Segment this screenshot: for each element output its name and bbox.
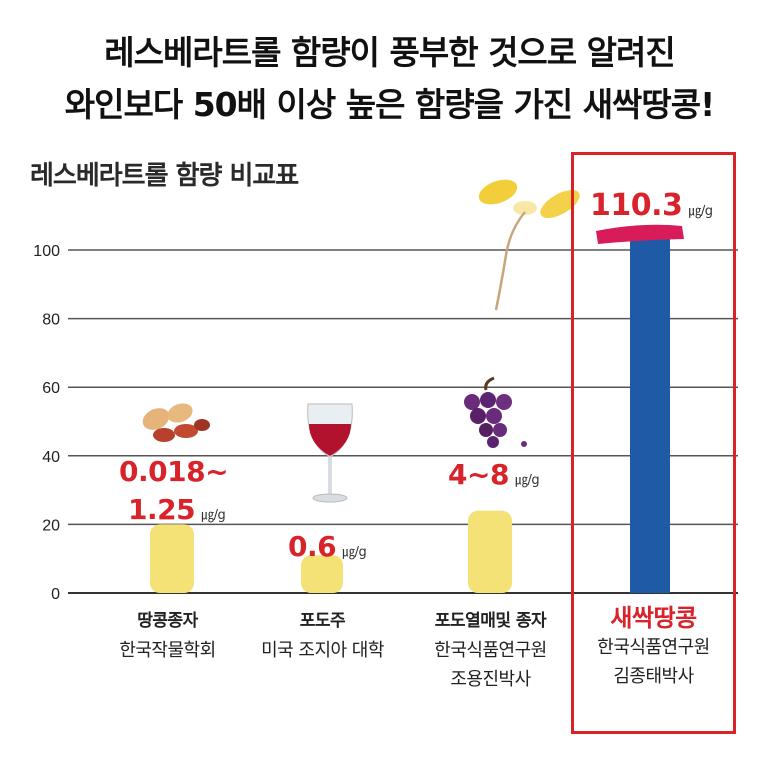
bars [150, 236, 670, 593]
category-source-author: 조용진박사 [450, 669, 531, 690]
y-tick-label: 20 [42, 517, 60, 534]
value-label-grape: 4~8 ㎍/g [448, 458, 540, 491]
category-source: 미국 조지아 대학 [261, 640, 384, 661]
highlight-cap-mark [596, 224, 684, 244]
headline-line-2: 와인보다 50배 이상 높은 함량을 가진 새싹땅콩! [64, 85, 715, 124]
headline-line-1: 레스베라트롤 함량이 풍부한 것으로 알려진 [104, 33, 675, 72]
unit-label: ㎍/g [514, 473, 540, 488]
unit-label: ㎍/g [201, 508, 226, 523]
bar-3 [630, 236, 670, 593]
category-sprout-peanut: 새싹땅콩 한국식품연구원 김종태박사 [566, 604, 741, 691]
y-tick-label: 40 [42, 449, 60, 466]
y-tick-label: 60 [42, 380, 60, 397]
chart-title: 레스베라트롤 함량 비교표 [30, 161, 299, 191]
peanut-sprout-icon [478, 179, 580, 311]
value-label-wine: 0.6 ㎍/g [288, 530, 367, 563]
category-name: 포도열매및 종자 [434, 611, 547, 631]
unit-label: ㎍/g [342, 545, 367, 560]
y-axis-ticks: 0 20 40 60 80 100 [33, 243, 60, 603]
category-peanut-seed: 땅콩종자 한국작물학회 [80, 607, 255, 665]
category-source-author: 김종태박사 [613, 666, 694, 687]
value-label-peanut-seed-line1: 0.018~ [119, 455, 229, 488]
highlight-box [571, 152, 736, 734]
category-wine: 포도주 미국 조지아 대학 [235, 607, 410, 665]
peanut-icon [142, 403, 210, 442]
y-tick-label: 80 [42, 312, 60, 329]
bar-2 [468, 510, 512, 593]
grapes-icon [464, 376, 527, 448]
wine-glass-icon [307, 403, 353, 503]
bar-1 [301, 555, 343, 593]
category-name: 포도주 [299, 611, 346, 631]
category-grape: 포도열매및 종자 한국식품연구원 조용진박사 [403, 607, 578, 694]
unit-label: ㎍/g [688, 204, 713, 219]
y-tick-label: 0 [51, 586, 60, 603]
category-source: 한국작물학회 [119, 640, 216, 661]
category-source: 한국식품연구원 [597, 637, 710, 658]
value-label-peanut-seed: 1.25 ㎍/g [128, 493, 226, 526]
y-tick-label: 100 [33, 243, 60, 260]
category-name: 새싹땅콩 [610, 604, 697, 632]
category-source: 한국식품연구원 [434, 640, 547, 661]
category-name: 땅콩종자 [137, 611, 198, 631]
bar-0 [150, 524, 194, 593]
value-label-sprout-peanut: 110.3 ㎍/g [590, 188, 713, 223]
